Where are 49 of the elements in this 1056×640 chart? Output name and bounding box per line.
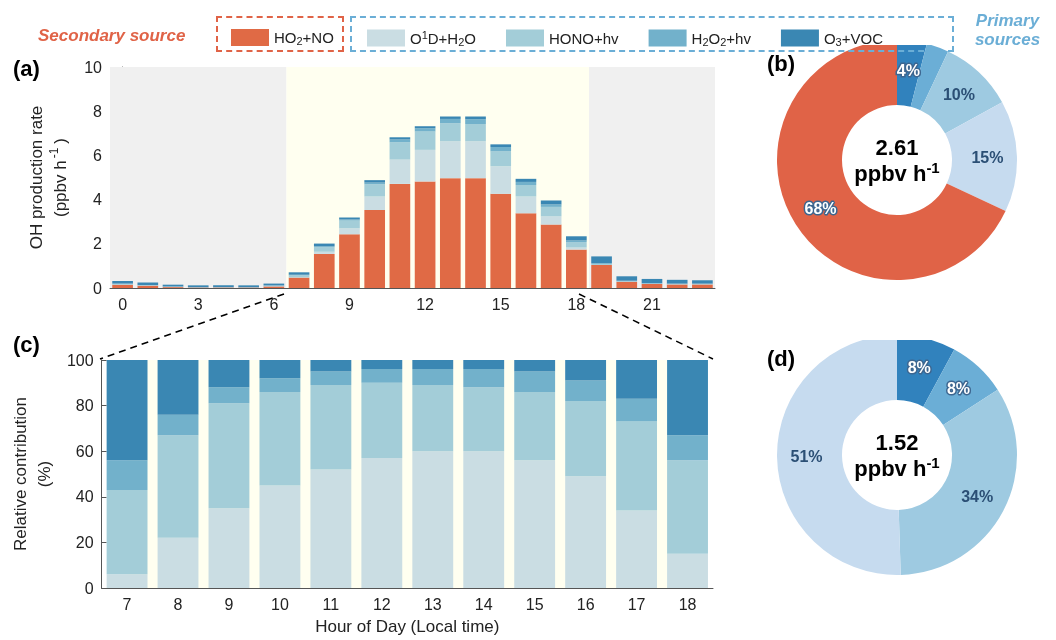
x-tick-label: 3 (193, 295, 203, 313)
chart-title: (a) (13, 55, 40, 81)
chart-title: (c) (13, 331, 40, 357)
y-tick-label: 8 (93, 102, 103, 120)
x-tick-label: 6 (269, 295, 279, 313)
data-label: 10% (942, 85, 975, 103)
x-tick-label: 7 (122, 595, 132, 613)
data-label: 8% (946, 380, 971, 398)
x-tick-label: 11 (322, 595, 340, 613)
x-tick-label: 15 (491, 295, 510, 313)
data-label: 8% (907, 358, 931, 376)
x-tick-label: 14 (474, 595, 493, 613)
chart-title: (b) (767, 50, 796, 76)
y-tick-label: 2 (93, 235, 103, 253)
y-tick-label: 6 (93, 146, 103, 164)
text: Primary sources (973, 11, 1042, 49)
x-tick-label: 9 (345, 295, 355, 313)
chart-title: (d) (767, 345, 796, 371)
x-tick-label: 17 (627, 595, 646, 613)
x-tick-label: 9 (224, 595, 234, 613)
data-label: 51% (790, 447, 823, 465)
legend-label: HONO+hv (549, 29, 620, 47)
x-tick-label: 18 (567, 295, 586, 313)
x-tick-label: 18 (678, 595, 697, 613)
x-tick-label: 10 (271, 595, 289, 613)
text: Secondary source (38, 26, 186, 45)
y-tick-label: 0 (84, 579, 94, 597)
x-tick-label: 13 (423, 595, 442, 613)
y-axis-title: Relative contribution (%) (10, 396, 54, 552)
x-tick-label: 0 (118, 295, 128, 313)
x-tick-label: 15 (525, 595, 544, 613)
y-tick-label: 20 (75, 533, 94, 551)
y-tick-label: 60 (75, 442, 94, 460)
y-tick-label: 80 (75, 397, 94, 415)
data-label: 68% (804, 199, 837, 217)
x-tick-label: 12 (416, 295, 435, 313)
y-tick-label: 100 (66, 351, 94, 369)
x-tick-label: 8 (173, 595, 183, 613)
x-tick-label: 16 (576, 595, 595, 613)
y-tick-label: 40 (75, 488, 94, 506)
data-label: 34% (961, 488, 994, 506)
y-tick-label: 10 (84, 58, 103, 76)
data-label: 4% (896, 61, 920, 79)
data-label: 15% (971, 148, 1004, 166)
y-tick-label: 0 (93, 279, 103, 297)
x-axis-title: Hour of Day (Local time) (315, 617, 500, 636)
y-tick-label: 4 (93, 191, 103, 209)
x-tick-label: 21 (643, 295, 661, 313)
x-tick-label: 12 (372, 595, 391, 613)
